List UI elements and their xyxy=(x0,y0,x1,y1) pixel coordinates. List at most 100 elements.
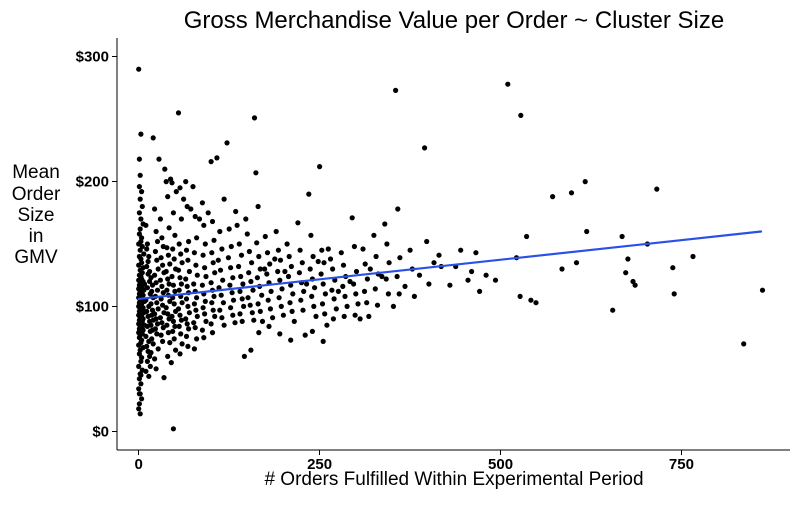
data-point xyxy=(153,228,159,235)
data-point xyxy=(159,235,165,241)
data-point xyxy=(171,336,177,342)
data-point xyxy=(422,145,428,151)
data-point xyxy=(244,231,250,237)
data-point xyxy=(357,316,363,322)
data-point xyxy=(610,307,616,313)
data-point xyxy=(162,166,168,172)
data-point xyxy=(243,216,249,222)
data-point xyxy=(208,280,214,286)
data-point xyxy=(473,250,479,256)
data-point xyxy=(200,252,206,258)
data-point xyxy=(625,256,631,262)
data-point xyxy=(278,303,284,309)
data-point xyxy=(632,282,638,288)
y-axis-title-line-5: GMV xyxy=(14,247,58,268)
data-point xyxy=(362,261,368,267)
data-point xyxy=(257,266,263,272)
data-point xyxy=(193,262,199,268)
data-point xyxy=(170,282,176,288)
data-point xyxy=(347,278,353,285)
data-point xyxy=(144,246,150,252)
data-point xyxy=(148,322,154,328)
data-point xyxy=(309,328,315,334)
data-point xyxy=(329,287,335,293)
data-point xyxy=(264,250,271,256)
data-point xyxy=(221,322,227,328)
y-tick-label: $100 xyxy=(76,298,109,315)
x-tick-label: 500 xyxy=(488,456,513,473)
data-point xyxy=(138,358,144,364)
data-point xyxy=(152,248,158,255)
data-point xyxy=(175,267,182,273)
data-point xyxy=(164,322,170,328)
y-tick-label: $300 xyxy=(76,49,109,66)
data-point xyxy=(407,247,413,253)
data-point xyxy=(315,258,321,265)
data-point xyxy=(212,270,218,276)
data-point xyxy=(584,228,590,235)
data-point xyxy=(282,268,288,275)
data-point xyxy=(205,210,211,216)
data-point xyxy=(185,257,191,263)
data-point xyxy=(149,336,155,342)
data-point xyxy=(137,172,143,178)
data-point xyxy=(254,240,260,246)
data-point xyxy=(176,323,182,329)
data-point xyxy=(150,135,156,141)
data-point xyxy=(167,340,173,346)
data-point xyxy=(524,233,530,240)
data-point xyxy=(310,253,316,260)
data-point xyxy=(164,245,170,251)
data-point xyxy=(298,297,304,303)
data-point xyxy=(191,346,197,352)
data-point xyxy=(431,260,437,266)
data-point xyxy=(144,263,150,270)
data-point xyxy=(170,328,176,334)
data-point xyxy=(146,373,152,379)
data-point xyxy=(236,241,242,247)
data-point xyxy=(136,184,142,190)
data-point xyxy=(183,276,189,282)
data-point xyxy=(186,268,192,275)
data-point xyxy=(183,179,189,185)
data-point xyxy=(331,296,337,302)
data-point xyxy=(164,287,170,293)
data-point xyxy=(144,285,150,291)
data-point xyxy=(384,241,390,247)
data-point xyxy=(136,342,142,348)
data-point xyxy=(383,276,389,282)
x-axis-title: # Orders Fulfilled Within Experimental P… xyxy=(264,469,643,490)
x-axis-ticks: 0 250 500 750 xyxy=(135,450,694,473)
data-point xyxy=(175,306,182,312)
data-point xyxy=(330,266,336,272)
data-point xyxy=(277,331,283,337)
data-point xyxy=(279,286,285,292)
data-point xyxy=(255,203,261,210)
data-point xyxy=(518,112,524,118)
data-point xyxy=(276,295,282,301)
data-point xyxy=(159,320,165,326)
data-point xyxy=(395,206,401,212)
data-point xyxy=(209,300,215,306)
data-point xyxy=(148,301,154,307)
data-point xyxy=(141,251,147,257)
data-point xyxy=(177,351,183,357)
data-point xyxy=(193,307,199,313)
data-point xyxy=(267,306,273,312)
data-point xyxy=(136,401,142,407)
data-point xyxy=(165,276,171,282)
data-point xyxy=(177,185,183,191)
data-point xyxy=(313,313,319,319)
data-point xyxy=(166,281,172,287)
data-point xyxy=(372,286,378,292)
data-point xyxy=(374,302,381,308)
data-point xyxy=(210,307,216,313)
data-point xyxy=(262,233,268,240)
data-point xyxy=(533,300,539,306)
data-point xyxy=(254,275,260,281)
data-point xyxy=(165,311,171,317)
data-point xyxy=(154,238,161,245)
data-point xyxy=(232,320,238,326)
data-point xyxy=(371,232,377,238)
data-point xyxy=(217,307,223,313)
